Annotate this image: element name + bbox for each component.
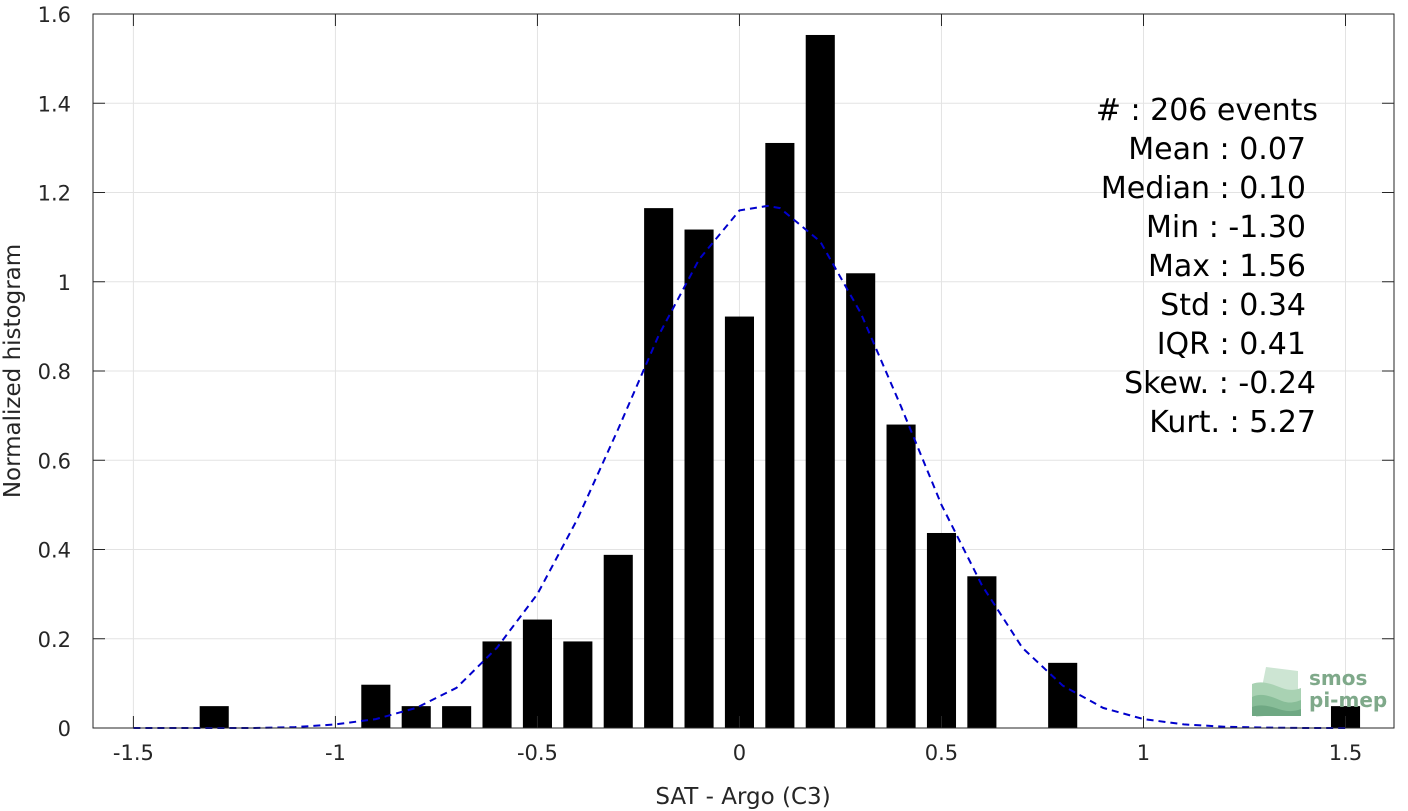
stats-line: Min : -1.30 xyxy=(1146,210,1306,245)
stats-box: # : 206 events Mean : 0.07 Median : 0.10 Mi… xyxy=(1096,93,1318,440)
y-tick-label: 1.2 xyxy=(38,182,71,206)
ticks xyxy=(93,13,1394,729)
histogram-bar xyxy=(886,424,916,728)
stats-line: Mean : 0.07 xyxy=(1128,132,1306,167)
gaussian-fit-line xyxy=(133,204,1346,729)
y-tick-label: 0 xyxy=(58,717,71,741)
stats-line: Median : 0.10 xyxy=(1101,171,1306,206)
x-tick-label: 1 xyxy=(1137,741,1150,765)
x-tick-labels: -1.5 -1 -0.5 0 0.5 1 1.5 xyxy=(113,741,1362,765)
histogram-bar xyxy=(199,706,229,728)
stats-line: Std : 0.34 xyxy=(1160,288,1306,323)
x-axis-title: SAT - Argo (C3) xyxy=(655,784,830,810)
wave-logo-icon xyxy=(1252,667,1301,717)
x-tick-label: 0.5 xyxy=(925,741,958,765)
logo-text-pi-mep: pi-mep xyxy=(1309,688,1387,712)
bars xyxy=(199,34,1361,728)
x-tick-label: 1.5 xyxy=(1329,741,1362,765)
histogram-bar xyxy=(684,229,714,728)
stats-line: # : 206 events xyxy=(1096,93,1318,128)
y-tick-label: 1.4 xyxy=(38,92,71,116)
y-tick-label: 0.2 xyxy=(38,628,71,652)
stats-line: IQR : 0.41 xyxy=(1157,327,1306,362)
smos-pi-mep-logo: smos pi-mep xyxy=(1252,666,1387,717)
histogram-bar xyxy=(1048,662,1078,728)
histogram-bar xyxy=(765,142,795,728)
histogram-bar xyxy=(724,316,755,728)
histogram-bar xyxy=(522,619,552,728)
logo-text-smos: smos xyxy=(1309,666,1367,690)
histogram-bar xyxy=(401,706,431,728)
y-tick-label: 0.6 xyxy=(38,449,71,473)
x-tick-label: -1.5 xyxy=(113,741,154,765)
x-tick-label: -0.5 xyxy=(517,741,558,765)
y-tick-label: 1.6 xyxy=(38,3,71,27)
y-tick-labels: 0 0.2 0.4 0.6 0.8 1 1.2 1.4 1.6 xyxy=(38,3,71,741)
histogram-bar xyxy=(563,641,593,728)
histogram-bar xyxy=(603,554,633,728)
stats-line: Skew. : -0.24 xyxy=(1124,366,1316,401)
x-tick-label: -1 xyxy=(325,741,346,765)
histogram-bar xyxy=(361,684,391,728)
histogram-bar xyxy=(967,576,997,728)
y-tick-label: 1 xyxy=(58,271,71,295)
histogram-bar xyxy=(482,641,512,728)
y-tick-label: 0.8 xyxy=(38,360,71,384)
y-tick-label: 0.4 xyxy=(38,539,71,563)
histogram-bar xyxy=(644,208,674,728)
stats-line: Kurt. : 5.27 xyxy=(1149,405,1316,440)
y-axis-title: Normalized histogram xyxy=(0,244,26,498)
histogram-bar xyxy=(442,706,472,728)
histogram-bar xyxy=(805,34,835,728)
x-tick-label: 0 xyxy=(733,741,746,765)
stats-line: Max : 1.56 xyxy=(1148,249,1306,284)
histogram-bar xyxy=(926,532,957,728)
histogram-bar xyxy=(846,273,876,728)
